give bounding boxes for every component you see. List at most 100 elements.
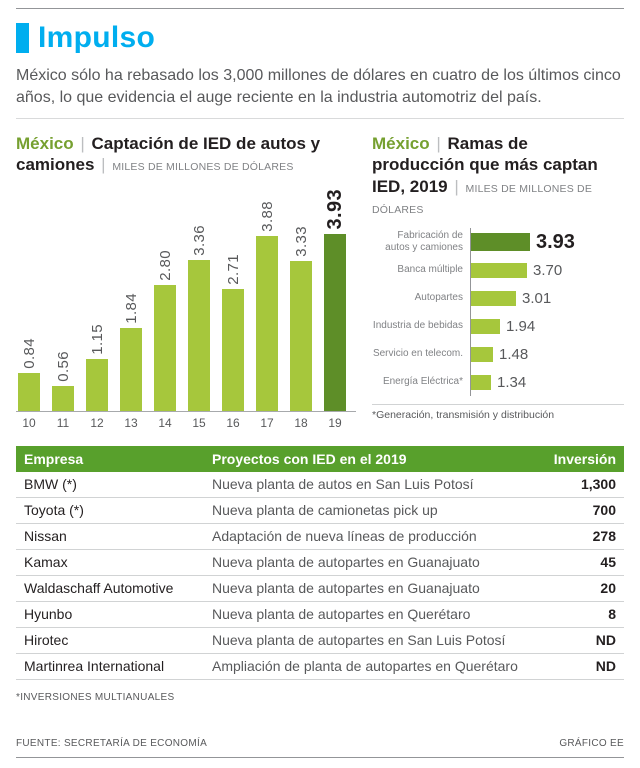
bar	[222, 288, 244, 411]
bar	[324, 233, 346, 411]
tcell-investment: 45	[600, 554, 616, 571]
hbar-value-label: 3.93	[536, 230, 575, 253]
projects-table: Empresa Proyectos con IED en el 2019 Inv…	[16, 445, 624, 680]
bar-column: 2.71	[220, 254, 246, 411]
tcell-company: Waldaschaff Automotive	[24, 580, 174, 597]
hbar-category-label: Energía Eléctrica*	[382, 376, 463, 388]
bar-track	[470, 312, 500, 341]
projects-table-header: Empresa Proyectos con IED en el 2019 Inv…	[16, 445, 624, 472]
bar-value-label: 3.33	[292, 225, 310, 257]
title-separator: |	[80, 134, 85, 154]
bar	[154, 284, 176, 411]
tcell-investment: 278	[592, 528, 616, 545]
multiyear-note: *INVERSIONES MULTIANUALES	[16, 691, 175, 703]
bar-value-label: 1.84	[122, 292, 140, 324]
bar	[471, 318, 500, 334]
bar	[188, 259, 210, 411]
title-separator: |	[454, 176, 459, 196]
hbar-row: Autopartes 3.01	[372, 284, 624, 313]
hbar-value-label: 1.94	[506, 317, 536, 335]
bar-track	[470, 284, 516, 313]
hbar-row: Banca múltiple 3.70	[372, 256, 624, 285]
bar-column: 3.93	[322, 189, 348, 411]
hbar-category-label: Fabricación de autos y camiones	[385, 230, 463, 254]
table-row: Nissan Adaptación de nueva líneas de prod…	[16, 524, 624, 550]
bar-track	[470, 368, 491, 397]
bar-track	[470, 340, 493, 369]
title-accent-bar	[16, 23, 29, 53]
bar-value-label: 3.93	[323, 189, 346, 230]
tcell-company: Toyota (*)	[24, 502, 84, 519]
bar-value-label: 1.15	[88, 323, 106, 355]
hbar-category-label: Industria de bebidas	[372, 320, 463, 332]
bar	[290, 260, 312, 411]
x-tick-label: 17	[260, 415, 274, 430]
hbar-value-label: 1.48	[499, 345, 529, 363]
source-label: FUENTE: SECRETARÍA DE ECONOMÍA	[16, 738, 208, 749]
chart-title-text: Captación de IED de autos y camiones	[16, 134, 321, 175]
chart-region-label: México	[372, 134, 430, 154]
chart-region-label: México	[16, 134, 74, 154]
bar-column: 2.80	[152, 250, 178, 411]
credit-label: GRÁFICO EE	[559, 738, 624, 749]
hbar-value-label: 3.70	[533, 261, 563, 279]
table-row: Martinrea International Ampliación de pla…	[16, 654, 624, 680]
bar-track	[470, 256, 527, 285]
bar-column: 3.36	[186, 225, 212, 411]
tcell-company: Martinrea International	[24, 658, 165, 675]
x-tick-label: 14	[158, 415, 172, 430]
ied-bar-plot: 0.84 0.56 1.15 1.84 2.80 3.36 2.71 3.88 3.33 3.93	[16, 186, 356, 412]
tcell-company: Hirotec	[24, 632, 69, 649]
hbar-row: Fabricación de autos y camiones 3.93	[372, 228, 624, 257]
chart-title-text: Ramas de producción que más captan IED, …	[372, 134, 598, 196]
bar-value-label: 3.36	[190, 224, 208, 256]
bar-column: 1.84	[118, 293, 144, 411]
tcell-investment: 1,300	[580, 476, 616, 493]
bar-track	[470, 228, 530, 257]
bar-column: 3.88	[254, 201, 280, 411]
hbar-value-label: 1.34	[497, 373, 527, 391]
bar-column: 1.15	[84, 324, 110, 411]
bar	[471, 262, 527, 278]
bar-value-label: 2.71	[224, 253, 242, 285]
table-row: Waldaschaff Automotive Nueva planta de au…	[16, 576, 624, 602]
x-tick-label: 10	[22, 415, 36, 430]
x-tick-label: 13	[124, 415, 138, 430]
bar	[86, 358, 108, 411]
bar	[18, 372, 40, 411]
tcell-investment: ND	[595, 632, 616, 649]
bar-column: 0.84	[16, 338, 42, 411]
ied-bar-chart: México | Captación de IED de autos y cam…	[16, 133, 356, 430]
bar	[120, 327, 142, 411]
hbar-row: Industria de bebidas 1.94	[372, 312, 624, 341]
charts-section: México | Captación de IED de autos y cam…	[16, 133, 624, 430]
bar	[471, 290, 516, 306]
bar-column: 3.33	[288, 226, 314, 411]
table-row: Hyunbo Nueva planta de autopartes en Quer…	[16, 602, 624, 628]
table-row: BMW (*) Nueva planta de autos en San Luis…	[16, 472, 624, 498]
tcell-company: BMW (*)	[24, 476, 77, 493]
x-tick-label: 11	[56, 415, 70, 430]
intro-text: México sólo ha rebasado los 3,000 millon…	[16, 67, 621, 106]
masthead: Impulso	[16, 21, 624, 55]
tcell-project: Ampliación de planta de autopartes en Qu…	[212, 658, 518, 675]
tcell-project: Nueva planta de camionetas pick up	[212, 502, 438, 519]
tcell-investment: 20	[600, 580, 616, 597]
hbar-row: Servicio en telecom. 1.48	[372, 340, 624, 369]
hbar-category-label: Autopartes	[414, 292, 463, 304]
x-tick-label: 19	[328, 415, 342, 430]
title-separator: |	[436, 134, 441, 154]
ied-chart-title: México | Captación de IED de autos y cam…	[16, 133, 356, 176]
tcell-company: Kamax	[24, 554, 68, 571]
x-tick-label: 18	[294, 415, 308, 430]
top-rule	[16, 8, 624, 9]
ramas-chart-title: México | Ramas de producción que más cap…	[372, 133, 624, 218]
table-row: Kamax Nueva planta de autopartes en Guana…	[16, 550, 624, 576]
hbar-category-label: Banca múltiple	[397, 264, 463, 276]
tcell-company: Nissan	[24, 528, 67, 545]
bar-value-label: 3.88	[258, 200, 276, 232]
ied-x-axis: 10 11 12 13 14 15 16 17 18 19	[16, 412, 356, 430]
hbar-value-label: 3.01	[522, 289, 552, 307]
x-tick-label: 16	[226, 415, 240, 430]
column-header-empresa: Empresa	[24, 450, 84, 467]
